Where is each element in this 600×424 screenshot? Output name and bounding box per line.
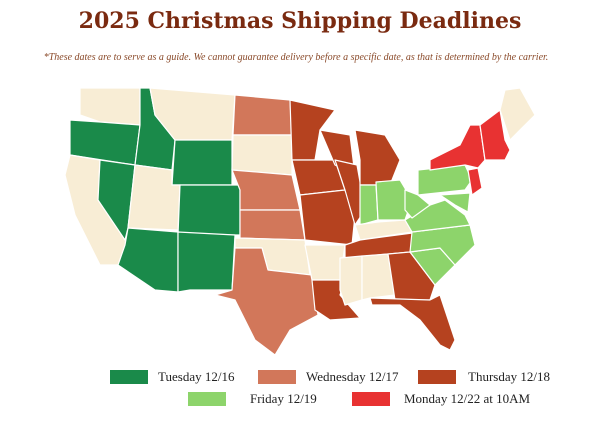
disclaimer: *These dates are to serve as a guide. We… xyxy=(44,52,549,63)
state xyxy=(359,184,379,226)
state xyxy=(177,184,241,236)
legend-label: Monday 12/22 at 10AM xyxy=(404,391,530,406)
state xyxy=(369,294,456,351)
title: 2025 Christmas Shipping Deadlines xyxy=(79,8,522,34)
state xyxy=(429,124,486,171)
state xyxy=(404,189,431,219)
state xyxy=(177,231,236,293)
state xyxy=(467,167,483,196)
legend-label: Friday 12/19 xyxy=(250,391,317,406)
state xyxy=(417,164,473,196)
state xyxy=(304,244,346,281)
legend-swatch xyxy=(188,392,226,406)
state xyxy=(117,227,179,293)
legend-swatch xyxy=(258,370,296,384)
state xyxy=(79,87,141,126)
legend-swatch xyxy=(352,392,390,406)
state xyxy=(239,209,306,241)
legend-swatch xyxy=(110,370,148,384)
state xyxy=(214,247,319,356)
state xyxy=(387,251,436,301)
legend-label: Thursday 12/18 xyxy=(468,369,550,384)
legend-label: Wednesday 12/17 xyxy=(306,369,399,384)
state xyxy=(339,255,363,306)
state xyxy=(231,134,293,176)
state xyxy=(439,192,471,213)
state xyxy=(231,169,301,211)
state xyxy=(361,253,396,301)
legend-label: Tuesday 12/16 xyxy=(158,369,235,384)
legend-swatch xyxy=(418,370,456,384)
state xyxy=(171,139,233,186)
state xyxy=(127,164,181,231)
state xyxy=(232,94,293,136)
state xyxy=(499,87,536,141)
legend: Tuesday 12/16 Wednesday 12/17 Thursday 12/… xyxy=(110,369,550,406)
state xyxy=(299,189,356,246)
state xyxy=(354,129,401,186)
state xyxy=(289,99,336,161)
us-map xyxy=(64,87,536,356)
